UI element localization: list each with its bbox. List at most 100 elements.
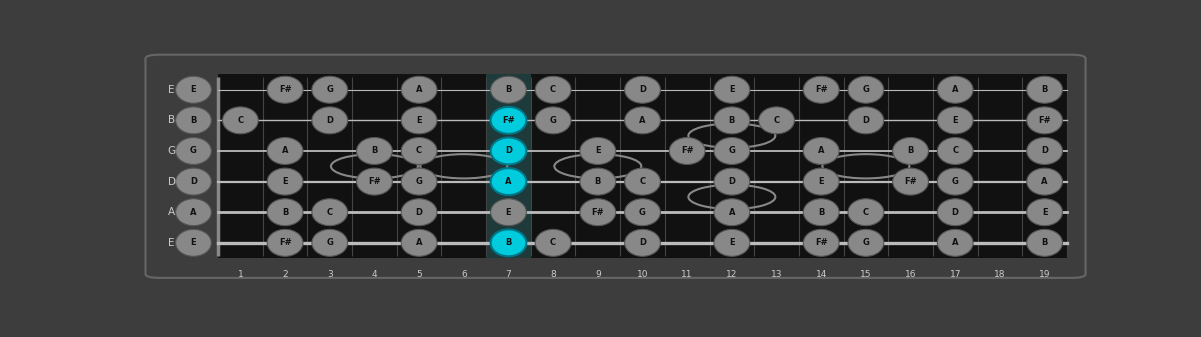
Text: D: D <box>728 177 735 186</box>
Text: E: E <box>168 85 175 95</box>
Ellipse shape <box>175 199 211 226</box>
Ellipse shape <box>848 229 884 256</box>
Text: B: B <box>1041 238 1047 247</box>
Ellipse shape <box>669 137 705 164</box>
Text: C: C <box>639 177 646 186</box>
Text: G: G <box>952 177 958 186</box>
Ellipse shape <box>536 76 570 103</box>
Text: E: E <box>729 238 735 247</box>
Ellipse shape <box>536 107 570 134</box>
Ellipse shape <box>937 199 973 226</box>
Ellipse shape <box>1027 168 1063 195</box>
Text: G: G <box>190 147 197 155</box>
Ellipse shape <box>312 107 347 134</box>
Text: E: E <box>506 208 512 217</box>
Text: A: A <box>416 238 423 247</box>
Text: D: D <box>639 238 646 247</box>
Ellipse shape <box>892 137 928 164</box>
Ellipse shape <box>713 199 749 226</box>
Ellipse shape <box>357 168 393 195</box>
Text: E: E <box>594 147 600 155</box>
Ellipse shape <box>401 229 437 256</box>
Text: A: A <box>506 177 512 186</box>
Text: B: B <box>282 208 288 217</box>
Text: E: E <box>818 177 824 186</box>
Ellipse shape <box>312 76 347 103</box>
Text: B: B <box>729 116 735 125</box>
FancyBboxPatch shape <box>145 55 1086 278</box>
Text: C: C <box>550 85 556 94</box>
Ellipse shape <box>175 107 211 134</box>
Ellipse shape <box>580 137 616 164</box>
Text: F#: F# <box>279 238 292 247</box>
Text: G: G <box>416 177 423 186</box>
Text: C: C <box>862 208 870 217</box>
Ellipse shape <box>848 76 884 103</box>
Text: A: A <box>729 208 735 217</box>
Ellipse shape <box>803 168 839 195</box>
Text: C: C <box>773 116 779 125</box>
Text: 18: 18 <box>994 270 1005 279</box>
Ellipse shape <box>803 76 839 103</box>
Ellipse shape <box>713 76 749 103</box>
Ellipse shape <box>175 229 211 256</box>
Text: 2: 2 <box>282 270 288 279</box>
Ellipse shape <box>175 168 211 195</box>
Text: 7: 7 <box>506 270 512 279</box>
Text: A: A <box>190 208 197 217</box>
Text: E: E <box>168 238 175 248</box>
Text: B: B <box>594 177 600 186</box>
Text: B: B <box>1041 85 1047 94</box>
Text: B: B <box>190 116 197 125</box>
Ellipse shape <box>625 229 661 256</box>
Text: F#: F# <box>681 147 693 155</box>
Ellipse shape <box>937 107 973 134</box>
Text: F#: F# <box>904 177 916 186</box>
Text: 12: 12 <box>727 270 737 279</box>
Ellipse shape <box>1027 107 1063 134</box>
Text: 14: 14 <box>815 270 827 279</box>
Ellipse shape <box>580 199 616 226</box>
Ellipse shape <box>937 168 973 195</box>
Text: 15: 15 <box>860 270 872 279</box>
Text: F#: F# <box>502 116 515 125</box>
Text: G: G <box>167 146 175 156</box>
Ellipse shape <box>848 107 884 134</box>
Text: A: A <box>952 85 958 94</box>
Text: E: E <box>191 85 196 94</box>
Ellipse shape <box>713 229 749 256</box>
Ellipse shape <box>1027 229 1063 256</box>
Text: C: C <box>550 238 556 247</box>
Text: D: D <box>639 85 646 94</box>
Text: A: A <box>818 147 824 155</box>
Text: F#: F# <box>815 238 827 247</box>
Text: F#: F# <box>592 208 604 217</box>
Text: B: B <box>506 85 512 94</box>
Ellipse shape <box>625 76 661 103</box>
Ellipse shape <box>713 107 749 134</box>
Ellipse shape <box>803 137 839 164</box>
Text: 16: 16 <box>904 270 916 279</box>
FancyBboxPatch shape <box>486 74 531 258</box>
Ellipse shape <box>937 76 973 103</box>
Text: D: D <box>327 116 333 125</box>
FancyBboxPatch shape <box>219 74 1066 258</box>
Ellipse shape <box>713 137 749 164</box>
Text: C: C <box>238 116 244 125</box>
Text: D: D <box>862 116 870 125</box>
Text: A: A <box>639 116 646 125</box>
Ellipse shape <box>357 137 393 164</box>
Text: C: C <box>416 147 423 155</box>
Ellipse shape <box>803 229 839 256</box>
Text: B: B <box>506 238 512 247</box>
Text: F#: F# <box>369 177 381 186</box>
Text: E: E <box>729 85 735 94</box>
Ellipse shape <box>267 229 303 256</box>
Text: F#: F# <box>279 85 292 94</box>
Text: G: G <box>862 238 870 247</box>
Text: A: A <box>1041 177 1047 186</box>
Text: E: E <box>417 116 422 125</box>
Ellipse shape <box>1027 199 1063 226</box>
Ellipse shape <box>222 107 258 134</box>
Ellipse shape <box>267 199 303 226</box>
